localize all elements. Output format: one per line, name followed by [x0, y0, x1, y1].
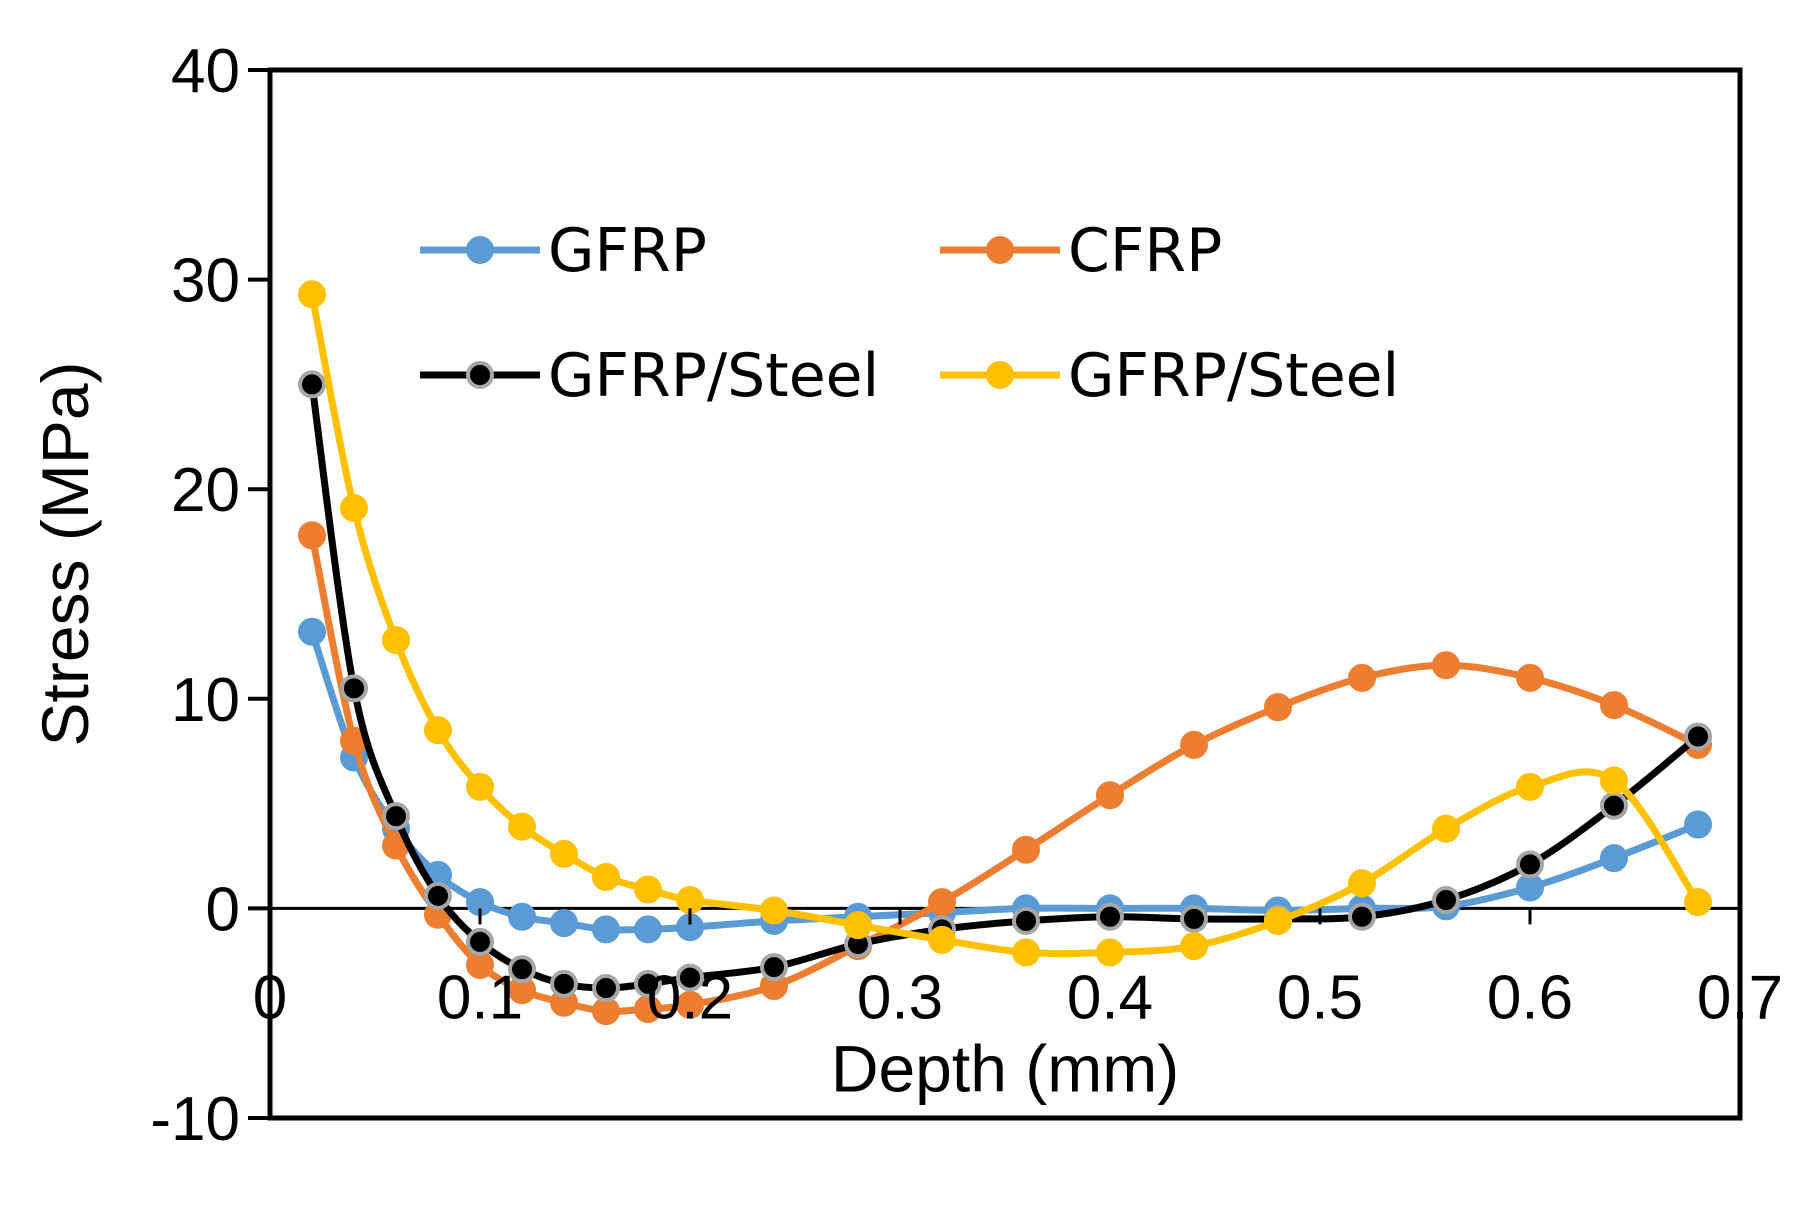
x-tick-label: 0 [253, 963, 287, 1032]
x-tick-label: 0.4 [1067, 963, 1153, 1032]
data-point [1432, 886, 1460, 915]
data-point [1516, 873, 1544, 902]
data-point [1180, 730, 1208, 759]
data-point [1096, 938, 1124, 967]
data-point [466, 772, 494, 801]
data-point [592, 997, 620, 1026]
legend-label: GFRP/Steel [548, 341, 879, 411]
x-tick-label: 0.7 [1697, 963, 1783, 1032]
data-point [508, 812, 536, 841]
data-point [634, 915, 662, 944]
data-point [1516, 850, 1544, 879]
legend-label: CFRP [1068, 216, 1222, 286]
data-point [592, 974, 620, 1003]
data-point [1264, 693, 1292, 722]
legend-item-cfrp: CFRP [940, 216, 1222, 286]
legend-item-gfrp: GFRP [420, 216, 707, 286]
legend-label: GFRP [548, 216, 707, 286]
data-point [382, 626, 410, 655]
legend-label: GFRP/Steel [1068, 341, 1399, 411]
legend-item-gfrp-steel-yellow: GFRP/Steel [940, 341, 1399, 411]
y-tick-label: -10 [150, 1085, 240, 1154]
data-point [928, 925, 956, 954]
data-point [1012, 906, 1040, 935]
data-point [298, 521, 326, 550]
data-point [760, 953, 788, 982]
data-point [298, 370, 326, 399]
series-cfrp [298, 521, 1712, 1026]
legend-item-gfrp-steel-black: GFRP/Steel [420, 341, 879, 411]
data-point [676, 990, 704, 1019]
data-point [634, 969, 662, 998]
data-point [298, 617, 326, 646]
data-point [382, 802, 410, 831]
y-tick-label: 20 [171, 456, 240, 525]
legend-marker [986, 236, 1014, 264]
data-point [340, 674, 368, 703]
data-point [592, 862, 620, 891]
data-point [1348, 869, 1376, 898]
data-point [1180, 932, 1208, 961]
data-point [1600, 766, 1628, 795]
data-point [1516, 663, 1544, 692]
y-tick-label: 0 [206, 875, 240, 944]
legend-marker [986, 361, 1014, 389]
data-point [1096, 781, 1124, 810]
x-tick-label: 0.6 [1487, 963, 1573, 1032]
data-point [424, 716, 452, 745]
data-point [1348, 902, 1376, 931]
data-point [1600, 691, 1628, 720]
x-tick-label: 0.5 [1277, 963, 1363, 1032]
data-point [1600, 791, 1628, 820]
data-point [928, 888, 956, 917]
data-point [1684, 810, 1712, 839]
data-point [676, 963, 704, 992]
plot-area-border [267, 67, 1743, 1121]
series-gfrp-steel-yellow [298, 280, 1712, 967]
data-point [1180, 904, 1208, 933]
y-tick-label: 10 [171, 666, 240, 735]
data-point [1012, 835, 1040, 864]
legend-marker [466, 361, 494, 389]
y-tick-label: 40 [171, 37, 240, 106]
x-tick-label: 0.2 [647, 963, 733, 1032]
data-point [1684, 722, 1712, 751]
data-point [340, 494, 368, 523]
data-point [550, 909, 578, 938]
data-point [1684, 888, 1712, 917]
data-point [508, 902, 536, 931]
x-tick-label: 0.3 [857, 963, 943, 1032]
data-point [1012, 938, 1040, 967]
data-point [1432, 651, 1460, 680]
data-point [844, 911, 872, 940]
data-point [592, 915, 620, 944]
data-point [466, 927, 494, 956]
data-point [550, 839, 578, 868]
y-axis-title: Stress (MPa) [28, 361, 102, 746]
data-point [1348, 663, 1376, 692]
x-tick-label: 0.1 [437, 963, 523, 1032]
data-point [1432, 814, 1460, 843]
data-point [760, 896, 788, 925]
data-point [424, 881, 452, 910]
data-point [1264, 906, 1292, 935]
data-point [550, 969, 578, 998]
x-axis-title: Depth (mm) [831, 1031, 1179, 1105]
data-point [508, 955, 536, 984]
legend-marker [466, 236, 494, 264]
series-line [308, 383, 1701, 992]
data-point [1516, 772, 1544, 801]
data-point [634, 875, 662, 904]
y-tick-label: 30 [171, 247, 240, 316]
data-point [1600, 844, 1628, 873]
data-point [298, 280, 326, 309]
